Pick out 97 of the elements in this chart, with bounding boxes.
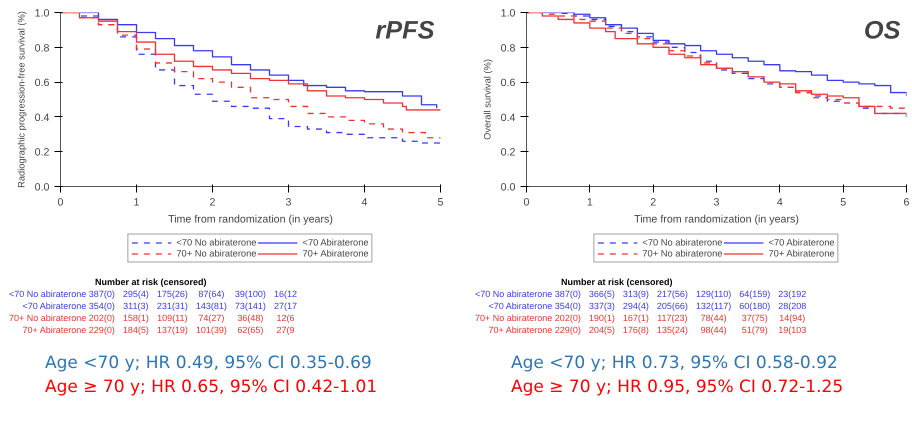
- text: 184(5): [122, 324, 150, 336]
- text: 175(26): [156, 288, 189, 300]
- y-tick-label: 1.0: [500, 8, 516, 20]
- x-tick-label: 2: [650, 196, 656, 208]
- x-axis-title: Time from randomization (in years): [168, 214, 333, 226]
- x-tick-label: 5: [840, 196, 846, 208]
- text: 74(27): [197, 312, 226, 324]
- text: 217(56): [656, 288, 689, 300]
- text: 101(39): [194, 324, 228, 336]
- text: 36(48): [236, 312, 264, 324]
- x-tick-label: 0: [58, 196, 64, 208]
- text: 313(9): [622, 288, 650, 300]
- legend-label: <70 No abiraterone: [176, 238, 256, 248]
- x-tick-label: 1: [586, 196, 593, 208]
- chart-title: rPFS: [375, 16, 435, 44]
- text: 231(31): [156, 300, 189, 312]
- text: 70+ No abiraterone 202(0): [8, 312, 116, 324]
- text: <70 Abiraterone 354(0): [488, 300, 582, 312]
- text: 295(4): [122, 288, 150, 300]
- text: 70+ Abiraterone 229(0): [22, 324, 116, 336]
- legend-label: 70+ No abiraterone: [176, 248, 256, 258]
- text: 205(66): [656, 300, 689, 312]
- text: 78(44): [700, 312, 728, 324]
- x-tick-label: 1: [134, 196, 140, 208]
- text: Age ≥ 70 y; HR 0.65, 95% CI 0.42-1.01: [45, 376, 378, 399]
- text: 135(24): [656, 324, 689, 336]
- y-tick-label: 0.0: [500, 182, 516, 194]
- legend-label: 70+ Abiraterone: [768, 248, 835, 258]
- y-tick-label: 0.8: [500, 42, 516, 54]
- y-tick-label: 0.2: [500, 146, 516, 159]
- text: 70+ Abiraterone 229(0): [488, 324, 582, 336]
- text: <70 Abiraterone 354(0): [22, 300, 116, 312]
- text: 51(79): [740, 324, 769, 336]
- chart-title: OS: [864, 16, 901, 44]
- text: 27(17: [272, 300, 298, 312]
- legend-label: <70 Abiraterone: [302, 238, 369, 248]
- text: 62(65): [236, 324, 264, 336]
- text: 73(141): [234, 300, 267, 312]
- x-tick-label: 4: [776, 196, 783, 208]
- text: 27(9: [275, 324, 296, 336]
- y-tick-label: 0.4: [34, 112, 50, 124]
- text: 311(3): [122, 300, 150, 312]
- text: 23(192: [777, 288, 808, 300]
- text: 87(64): [197, 288, 226, 300]
- text: 158(1): [122, 312, 150, 324]
- y-tick-label: 0.6: [500, 77, 516, 90]
- text: 39(100): [234, 288, 267, 300]
- text: 132(117): [694, 300, 732, 312]
- text: Age <70 y; HR 0.49, 95% CI 0.35-0.69: [45, 352, 373, 375]
- text: 190(1): [588, 312, 616, 324]
- legend-label: 70+ Abiraterone: [302, 248, 369, 258]
- y-axis-title: Overall survival (%): [482, 59, 493, 140]
- x-tick-label: 5: [438, 196, 444, 208]
- text: 98(44): [700, 324, 728, 336]
- x-tick-label: 6: [904, 196, 910, 208]
- text: 28(208: [777, 300, 808, 312]
- legend-label: 70+ No abiraterone: [642, 248, 722, 258]
- text: 337(3): [588, 300, 616, 312]
- text: 19(103: [777, 324, 808, 336]
- legend-label: <70 Abiraterone: [768, 238, 835, 248]
- x-tick-label: 4: [362, 196, 368, 208]
- text: 129(110): [694, 288, 732, 300]
- y-tick-label: 0.8: [34, 42, 50, 54]
- text: 70+ No abiraterone 202(0): [474, 312, 582, 324]
- y-tick-label: 0.4: [500, 112, 516, 124]
- text: 37(75): [740, 312, 769, 324]
- text: <70 No abiraterone 387(0): [474, 288, 582, 300]
- text: 109(11): [156, 312, 189, 324]
- text: <70 No abiraterone 387(0): [8, 288, 116, 300]
- text: 137(19): [156, 324, 189, 336]
- text: 143(81): [194, 300, 228, 312]
- y-axis-title: Radiographic progression-free survival (%): [16, 11, 27, 188]
- text: Age <70 y; HR 0.73, 95% CI 0.58-0.92: [511, 352, 839, 375]
- text: 64(159): [738, 288, 772, 300]
- text: Number at risk (censored): [94, 276, 208, 288]
- text: Age ≥ 70 y; HR 0.95, 95% CI 0.72-1.25: [511, 376, 844, 399]
- y-tick-label: 1.0: [34, 8, 50, 20]
- y-tick-label: 0.0: [34, 182, 50, 194]
- x-tick-label: 2: [210, 196, 216, 208]
- text: 204(5): [588, 324, 616, 336]
- text: 60(180): [738, 300, 772, 312]
- x-tick-label: 0: [524, 196, 530, 208]
- text: 14(94): [778, 312, 806, 324]
- text: 176(8): [622, 324, 650, 336]
- legend-label: <70 No abiraterone: [642, 238, 722, 248]
- text: 167(1): [622, 312, 650, 324]
- x-tick-label: 3: [286, 196, 292, 208]
- text: 294(4): [622, 300, 650, 312]
- text: 16(12: [272, 288, 298, 300]
- text: 117(23): [656, 312, 689, 324]
- y-tick-label: 0.2: [34, 146, 50, 159]
- x-axis-title: Time from randomization (in years): [634, 214, 799, 226]
- text: Number at risk (censored): [560, 276, 674, 288]
- x-tick-label: 3: [714, 196, 720, 208]
- y-tick-label: 0.6: [34, 77, 50, 90]
- text: 12(6: [275, 312, 296, 324]
- text: 366(5): [588, 288, 616, 300]
